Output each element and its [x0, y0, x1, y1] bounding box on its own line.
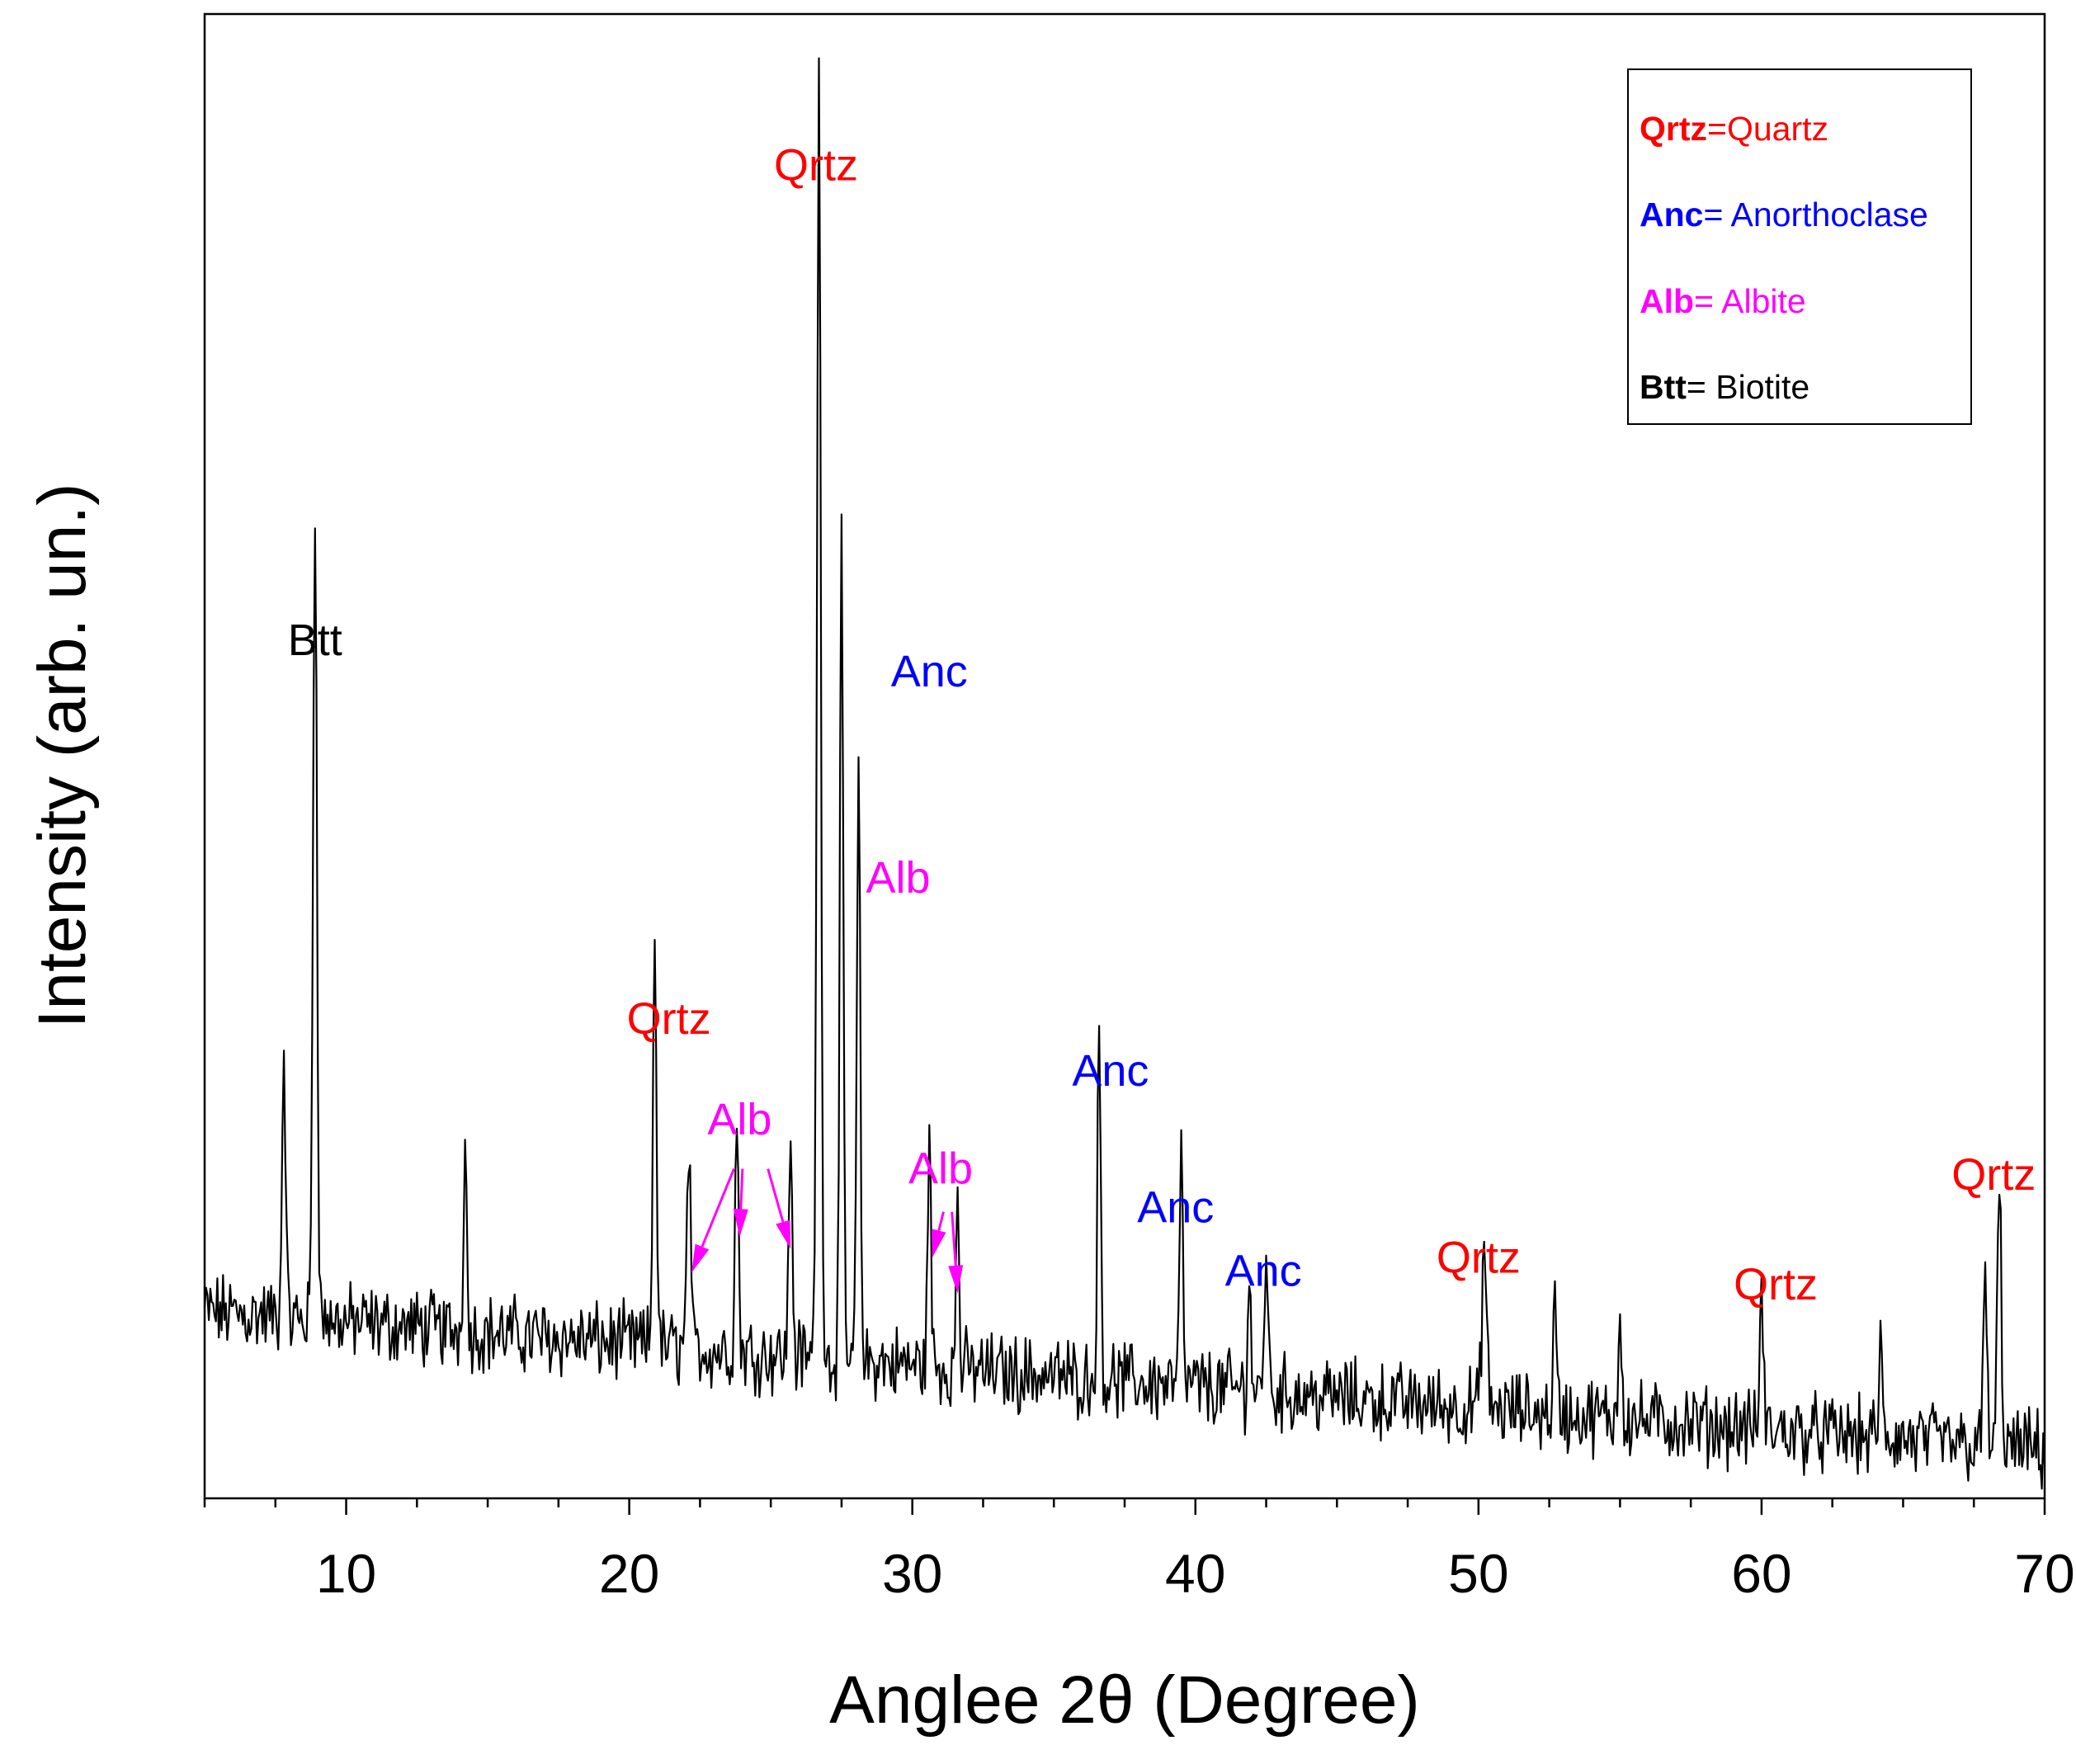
legend: Qrtz=Quartz Anc= Anorthoclase Alb= Albite B…	[1627, 68, 1972, 425]
x-axis-tick-labels: 10 20 30 40 50 60 70	[316, 1543, 2075, 1604]
x-tick-label: 40	[1165, 1543, 1225, 1604]
peak-label: Alb	[707, 1095, 771, 1144]
peak-label: Anc	[1137, 1182, 1214, 1232]
y-axis-label: Intensity (arb. un.)	[25, 483, 100, 1029]
legend-abbr: Btt	[1640, 368, 1687, 406]
annotation-arrowhead	[776, 1219, 791, 1249]
annotation-arrow	[937, 1211, 945, 1231]
legend-entry: Btt= Biotite	[1640, 368, 1809, 406]
peak-label: Anc	[1225, 1247, 1302, 1296]
legend-abbr: Qrtz	[1640, 110, 1707, 148]
x-tick-label: 10	[316, 1543, 376, 1604]
x-tick-label: 60	[1731, 1543, 1791, 1604]
legend-name: = Anorthoclase	[1703, 196, 1927, 233]
annotation-arrow	[701, 1168, 735, 1248]
arrow-layer	[691, 1168, 964, 1294]
peak-label: Qrtz	[1734, 1260, 1818, 1309]
annotation-arrow	[767, 1168, 785, 1223]
annotation-arrow	[951, 1211, 957, 1266]
x-axis-label: Anglee 2θ (Degree)	[829, 1663, 1420, 1738]
peak-label: Qrtz	[627, 994, 711, 1044]
legend-entry: Anc= Anorthoclase	[1640, 196, 1928, 233]
annotation-arrowhead	[733, 1209, 748, 1238]
peak-label: Anc	[891, 647, 968, 696]
peak-label: Qrtz	[1437, 1233, 1521, 1283]
legend-name: =Quartz	[1707, 110, 1828, 148]
peak-label: Qrtz	[1951, 1150, 2036, 1200]
legend-box	[1627, 68, 1972, 425]
annotation-arrow	[739, 1168, 744, 1210]
series-layer	[203, 57, 2046, 1490]
x-axis-ticks	[203, 1498, 2046, 1515]
annotation-arrowhead	[691, 1243, 710, 1273]
x-tick-label: 70	[2014, 1543, 2074, 1604]
x-tick-label: 50	[1448, 1543, 1508, 1604]
legend-abbr: Anc	[1640, 196, 1703, 233]
legend-entry: Qrtz=Quartz	[1640, 110, 1828, 148]
peak-label: Alb	[908, 1144, 973, 1194]
peak-label: Anc	[1072, 1046, 1149, 1096]
legend-abbr: Alb	[1640, 282, 1694, 320]
legend-entry: Alb= Albite	[1640, 282, 1806, 320]
peak-label: Qrtz	[774, 140, 858, 190]
x-tick-label: 30	[882, 1543, 942, 1604]
legend-name: = Albite	[1694, 282, 1806, 320]
peak-label: Btt	[288, 616, 342, 665]
peak-label: Alb	[866, 853, 931, 903]
annotation-arrowhead	[932, 1229, 946, 1258]
legend-name: = Biotite	[1687, 368, 1809, 406]
x-tick-label: 20	[599, 1543, 659, 1604]
xrd-pattern-line	[203, 57, 2046, 1490]
annotation-arrowhead	[948, 1265, 964, 1294]
